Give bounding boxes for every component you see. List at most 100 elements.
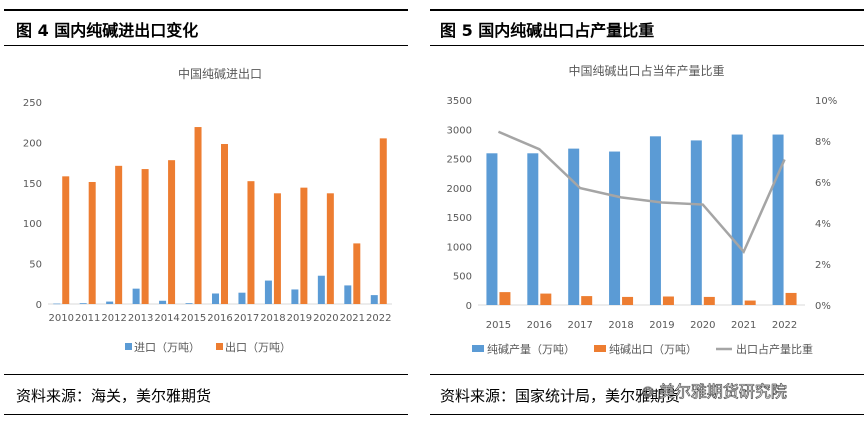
y-tick-label: 0 — [36, 300, 42, 311]
bar-import — [53, 303, 61, 305]
bar-import — [291, 289, 299, 304]
x-tick-label: 2012 — [101, 313, 126, 324]
y-tick-label: 1500 — [447, 213, 472, 224]
bar-export — [326, 193, 334, 304]
bar-export — [744, 300, 756, 305]
x-tick-label: 2022 — [366, 313, 391, 324]
y-tick-label: 500 — [453, 272, 472, 283]
bar-import — [132, 288, 140, 304]
bar-production — [649, 136, 661, 305]
bar-import — [106, 301, 114, 304]
x-tick-label: 2021 — [340, 313, 365, 324]
bar-production — [568, 148, 580, 305]
y2-tick-label: 2% — [815, 260, 831, 271]
bar-export — [247, 181, 255, 304]
bar-export — [499, 292, 511, 305]
left-bottom-rule — [4, 414, 408, 415]
x-tick-label: 2016 — [527, 320, 552, 331]
y-tick-label: 150 — [23, 179, 42, 190]
bar-export — [194, 127, 202, 304]
bar-export — [622, 296, 634, 305]
bar-export — [62, 176, 70, 304]
y2-tick-label: 8% — [815, 137, 831, 148]
bar-import — [238, 292, 246, 304]
bar-production — [690, 140, 702, 305]
legend-label: 进口（万吨） — [134, 341, 200, 354]
bar-import — [159, 300, 167, 304]
bar-production — [731, 134, 743, 305]
y-tick-label: 200 — [23, 138, 42, 149]
right-title-rule — [430, 45, 864, 46]
bar-import — [264, 280, 272, 304]
x-tick-label: 2018 — [608, 320, 633, 331]
bar-export — [662, 296, 674, 305]
y2-tick-label: 10% — [815, 96, 837, 107]
bar-export — [581, 296, 593, 305]
y-tick-label: 3500 — [447, 96, 472, 107]
right-bottom-rule — [430, 414, 864, 415]
chart-title: 中国纯碱进出口 — [178, 66, 262, 81]
bar-export — [540, 293, 552, 305]
x-tick-label: 2019 — [649, 320, 674, 331]
bar-import — [344, 285, 352, 304]
bar-export — [273, 193, 281, 304]
bar-export — [141, 169, 149, 304]
legend-swatch — [594, 345, 606, 352]
legend-swatch — [125, 343, 132, 350]
bar-export — [353, 243, 361, 304]
bar-import — [317, 275, 325, 304]
legend-label: 纯碱产量（万吨） — [487, 342, 575, 356]
x-tick-label: 2021 — [731, 320, 756, 331]
y-tick-label: 50 — [29, 260, 42, 271]
legend-label: 出口（万吨） — [225, 340, 291, 354]
left-figure-title: 图 4 国内纯碱进出口变化 — [16, 21, 199, 40]
bar-export — [221, 144, 228, 304]
x-tick-label: 2020 — [690, 320, 715, 331]
right-figure-title: 图 5 国内纯碱出口占产量比重 — [440, 21, 655, 40]
y-tick-label: 3000 — [447, 125, 472, 136]
x-tick-label: 2011 — [75, 313, 100, 324]
legend-label: 出口占产量比重 — [736, 342, 813, 356]
bar-export — [785, 292, 797, 305]
bar-export — [379, 138, 387, 304]
bar-export — [88, 181, 96, 304]
bar-production — [609, 151, 621, 305]
x-tick-label: 2014 — [154, 313, 179, 324]
x-tick-label: 2017 — [234, 313, 259, 324]
bar-production — [527, 153, 539, 305]
x-tick-label: 2013 — [128, 313, 153, 324]
left-source: 资料来源：海关，美尔雅期货 — [16, 387, 212, 405]
bar-export — [300, 187, 308, 304]
y-tick-label: 250 — [23, 98, 42, 109]
watermark-text: 美尔雅期货研究院 — [658, 382, 788, 402]
x-tick-label: 2020 — [313, 313, 338, 324]
left-top-rule — [4, 9, 408, 11]
x-tick-label: 2019 — [287, 313, 312, 324]
chart-title: 中国纯碱出口占当年产量比重 — [568, 63, 724, 78]
bar-export — [168, 160, 176, 304]
left-title-rule — [4, 45, 408, 46]
bar-export — [703, 296, 715, 305]
y2-tick-label: 6% — [815, 178, 831, 189]
x-tick-label: 2015 — [486, 320, 511, 331]
line-export-ratio — [497, 130, 786, 255]
x-tick-label: 2022 — [772, 320, 797, 331]
y2-tick-label: 4% — [815, 219, 831, 230]
y-tick-label: 100 — [23, 219, 42, 230]
x-tick-label: 2010 — [49, 313, 74, 324]
bar-production — [486, 153, 498, 305]
x-tick-label: 2016 — [207, 313, 232, 324]
y2-tick-label: 0% — [815, 301, 831, 312]
x-tick-label: 2017 — [567, 320, 592, 331]
bar-import — [212, 293, 219, 304]
bar-export — [115, 165, 123, 304]
legend-swatch — [216, 343, 223, 350]
x-tick-label: 2015 — [181, 313, 206, 324]
legend-label: 纯碱出口（万吨） — [609, 342, 697, 356]
right-top-rule — [430, 9, 864, 11]
y-tick-label: 0 — [466, 301, 472, 312]
bar-import — [185, 303, 193, 304]
bar-production — [772, 134, 784, 305]
right-chart: 中国纯碱出口占当年产量比重 0 500 1000 1500 2000 2500 3000 350… — [447, 63, 838, 356]
